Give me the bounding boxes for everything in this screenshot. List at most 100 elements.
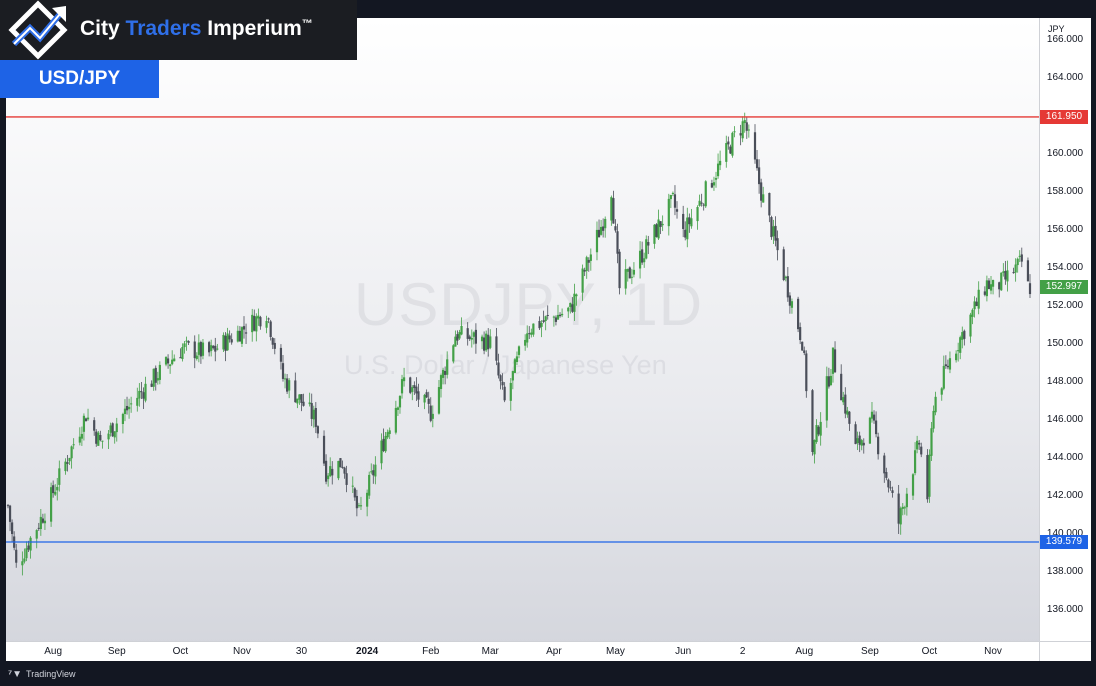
candle: [312, 405, 315, 428]
candle: [725, 135, 728, 168]
candle: [977, 281, 980, 315]
candle: [959, 335, 962, 360]
candle: [667, 193, 670, 236]
candle: [310, 393, 313, 427]
y-tick-label: 152.000: [1046, 300, 1084, 311]
candle: [84, 417, 88, 422]
candle: [911, 473, 915, 501]
candle: [704, 180, 707, 208]
candle: [230, 333, 233, 345]
candle: [228, 330, 231, 343]
candle: [56, 477, 59, 501]
candle: [556, 304, 560, 320]
x-tick-label: Sep: [107, 646, 126, 657]
candle: [485, 330, 488, 352]
candle: [210, 339, 213, 357]
candle: [300, 393, 303, 412]
tradingview-logo-icon: ⁷▼: [8, 669, 23, 680]
candle: [897, 484, 900, 534]
candle: [372, 464, 375, 484]
candle: [273, 338, 276, 355]
candle: [944, 355, 947, 369]
candle: [130, 396, 133, 413]
candle: [883, 452, 886, 483]
candle: [341, 460, 344, 469]
x-tick-label: Feb: [422, 646, 440, 657]
candle: [612, 190, 615, 224]
brand-name-part1: City: [80, 17, 120, 40]
candle: [489, 329, 492, 350]
x-tick-label: Aug: [795, 646, 814, 657]
candle: [554, 315, 558, 326]
candle: [813, 439, 816, 464]
candle: [690, 208, 693, 229]
footer[interactable]: ⁷▼ TradingView: [8, 669, 76, 680]
candle: [400, 374, 404, 399]
candle: [78, 427, 81, 446]
candle: [645, 235, 648, 260]
candle: [417, 383, 420, 408]
x-tick-label: 2024: [356, 646, 379, 657]
candle: [240, 326, 244, 348]
candle: [741, 116, 744, 143]
x-tick-label: May: [606, 646, 625, 657]
y-tick-label: 164.000: [1046, 72, 1084, 83]
candle: [659, 221, 662, 235]
candle: [283, 373, 287, 389]
time-axis[interactable]: [6, 641, 1039, 661]
x-tick-label: Nov: [233, 646, 251, 657]
candle: [831, 347, 835, 383]
candle: [957, 342, 960, 362]
candle: [1012, 267, 1015, 274]
x-tick-label: Aug: [44, 646, 63, 657]
candle: [427, 391, 430, 414]
candle: [538, 316, 541, 330]
candle-layer: [6, 112, 1032, 576]
candle: [688, 213, 691, 233]
candle: [212, 344, 215, 350]
candle: [862, 438, 865, 454]
candle: [286, 374, 289, 394]
candle: [259, 315, 262, 330]
candle: [15, 543, 18, 568]
candle: [54, 484, 57, 496]
candle: [975, 297, 978, 307]
candle: [357, 502, 361, 508]
candle: [653, 224, 656, 249]
watermark-description: U.S. Dollar / Japanese Yen: [344, 350, 667, 380]
candle: [753, 124, 757, 164]
y-tick-label: 166.000: [1046, 34, 1084, 45]
candle: [560, 308, 564, 318]
candle: [43, 513, 47, 531]
candle: [460, 317, 463, 336]
candle: [308, 392, 311, 407]
candle: [66, 455, 69, 472]
brand-name-part2: Traders: [125, 17, 202, 40]
candle: [187, 340, 190, 345]
axis-corner[interactable]: [1039, 641, 1091, 661]
candle: [583, 267, 586, 277]
candle: [470, 329, 473, 348]
candle: [29, 536, 32, 559]
candle: [948, 351, 952, 374]
candle: [916, 435, 919, 454]
candle: [193, 335, 196, 369]
candle: [345, 465, 348, 493]
candle: [121, 412, 125, 434]
candle: [712, 176, 716, 191]
candle: [298, 394, 301, 405]
x-tick-label: Nov: [984, 646, 1002, 657]
level-price-tag: 161.950: [1040, 109, 1088, 124]
candle: [472, 331, 475, 345]
candle: [1026, 257, 1030, 282]
level-price-tag: 139.579: [1040, 534, 1088, 549]
candle: [1016, 257, 1019, 273]
candle: [889, 480, 892, 491]
x-tick-label: Oct: [172, 646, 189, 657]
candle: [731, 131, 734, 158]
candle: [803, 346, 806, 356]
candle: [466, 322, 469, 346]
candle: [784, 275, 787, 282]
candle: [840, 364, 843, 401]
